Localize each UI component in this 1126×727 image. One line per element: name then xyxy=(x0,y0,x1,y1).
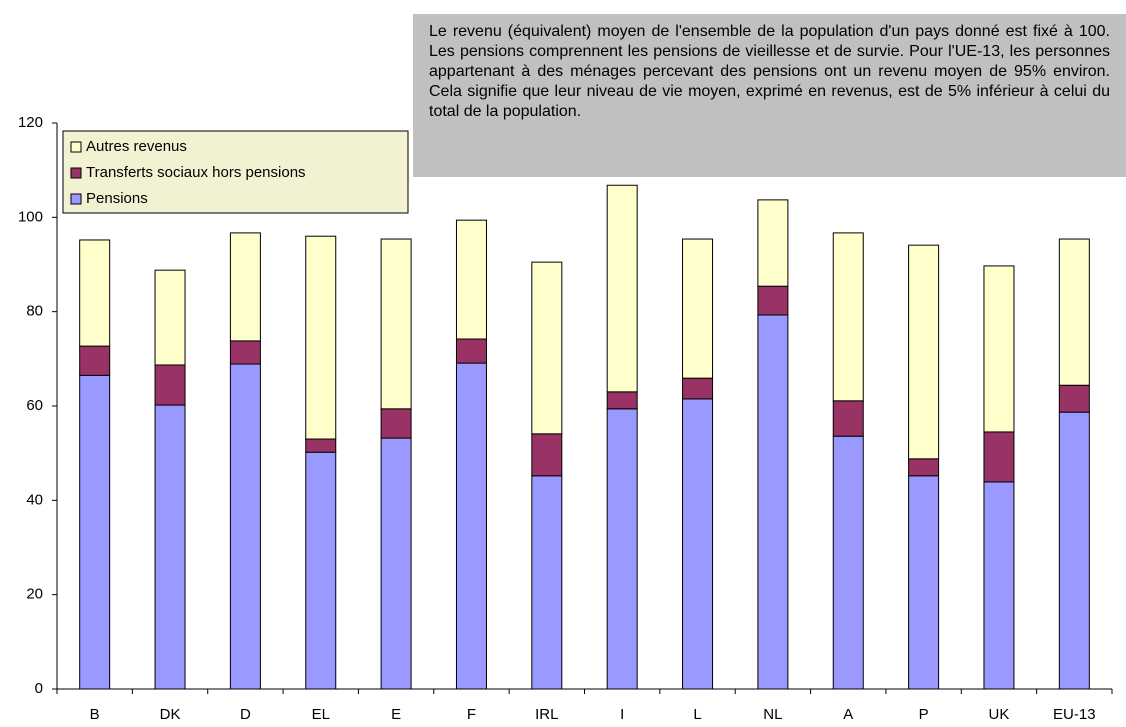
legend-swatch xyxy=(70,141,82,153)
bar-segment xyxy=(79,239,111,347)
bar-segment xyxy=(908,244,940,460)
bar-segment xyxy=(682,377,714,400)
bar-segment xyxy=(757,285,789,316)
bar-segment xyxy=(606,408,638,690)
bar-segment xyxy=(983,265,1015,433)
bar-segment xyxy=(682,398,714,690)
bar-segment xyxy=(757,199,789,287)
bar-segment xyxy=(380,408,412,439)
legend-swatch xyxy=(70,193,82,205)
bar-segment xyxy=(1058,411,1090,690)
y-tick-label: 120 xyxy=(18,114,43,131)
bar-segment xyxy=(983,431,1015,483)
bar-segment xyxy=(79,345,111,376)
bar-segment xyxy=(908,475,940,690)
bar-segment xyxy=(305,451,337,690)
legend-swatch xyxy=(70,167,82,179)
x-tick-label: D xyxy=(240,706,251,723)
bar-segment xyxy=(229,340,261,365)
bar-segment xyxy=(832,435,864,690)
x-tick-label: UK xyxy=(989,706,1010,723)
bar-segment xyxy=(380,238,412,410)
bar-segment xyxy=(229,363,261,690)
bar-segment xyxy=(908,458,940,477)
x-tick-label: E xyxy=(391,706,401,723)
x-tick-label: P xyxy=(919,706,929,723)
bar-segment xyxy=(606,391,638,410)
bar-segment xyxy=(79,374,111,690)
y-tick-label: 0 xyxy=(35,680,43,697)
legend-box xyxy=(62,130,409,214)
legend-label: Transferts sociaux hors pensions xyxy=(86,164,306,181)
x-tick-label: IRL xyxy=(535,706,558,723)
bar-segment xyxy=(154,404,186,690)
x-tick-label: I xyxy=(620,706,624,723)
bar-segment xyxy=(983,481,1015,690)
bar-segment xyxy=(531,475,563,690)
y-tick-label: 20 xyxy=(26,586,43,603)
y-tick-label: 60 xyxy=(26,397,43,414)
y-tick-label: 80 xyxy=(26,303,43,320)
bar-segment xyxy=(229,232,261,342)
y-tick-label: 40 xyxy=(26,491,43,508)
legend-label: Pensions xyxy=(86,190,148,207)
x-tick-label: EU-13 xyxy=(1053,706,1096,723)
bar-segment xyxy=(154,269,186,366)
bar-segment xyxy=(832,400,864,437)
bar-segment xyxy=(531,261,563,435)
x-tick-label: NL xyxy=(763,706,782,723)
bar-segment xyxy=(380,437,412,690)
bar-segment xyxy=(757,314,789,690)
bar-segment xyxy=(455,338,487,364)
bar-segment xyxy=(1058,238,1090,386)
bar-segment xyxy=(305,438,337,453)
x-tick-label: F xyxy=(467,706,476,723)
x-tick-label: B xyxy=(90,706,100,723)
bar-segment xyxy=(531,433,563,477)
bar-segment xyxy=(832,232,864,402)
y-tick-label: 100 xyxy=(18,208,43,225)
bar-segment xyxy=(1058,384,1090,413)
annotation: Le revenu (équivalent) moyen de l'ensemb… xyxy=(413,14,1126,177)
legend-label: Autres revenus xyxy=(86,138,187,155)
bar-segment xyxy=(455,362,487,690)
bar-segment xyxy=(606,184,638,393)
x-tick-label: DK xyxy=(160,706,181,723)
x-tick-label: A xyxy=(843,706,853,723)
x-tick-label: EL xyxy=(312,706,330,723)
bar-segment xyxy=(154,364,186,406)
bar-segment xyxy=(455,219,487,340)
x-tick-label: L xyxy=(693,706,701,723)
bar-segment xyxy=(305,235,337,440)
bar-segment xyxy=(682,238,714,379)
